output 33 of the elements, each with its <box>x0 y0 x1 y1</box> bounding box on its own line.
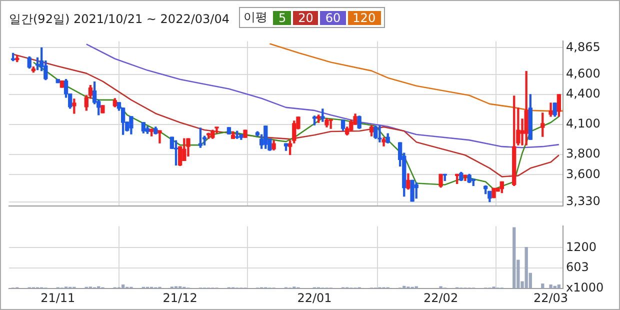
y-tick-label: 3,800 <box>566 146 600 161</box>
y-tick-label: 1200 <box>566 240 597 254</box>
text: 120 <box>348 10 381 24</box>
y-tick-label: 3,330 <box>566 194 600 208</box>
y-tick-label: 4,400 <box>566 86 600 101</box>
y-tick-label: 4,100 <box>566 116 600 131</box>
x-tick-label: 22/01 <box>297 290 332 305</box>
candlestick <box>226 127 232 134</box>
bar <box>549 284 552 288</box>
bar <box>557 284 561 288</box>
chart-title: 일간(92일) 2021/10/21 ~ 2022/03/04 <box>9 11 230 28</box>
y-tick-label: 4,865 <box>566 40 600 54</box>
text: 60 <box>320 10 346 24</box>
candlestick <box>100 105 105 114</box>
x-tick-label: 22/02 <box>423 290 458 305</box>
bar <box>524 247 528 288</box>
text: 20 <box>293 10 318 24</box>
bar <box>402 286 406 288</box>
bar <box>541 283 544 288</box>
bar <box>512 227 516 288</box>
candlestick <box>243 130 248 138</box>
y-tick-label: 3,600 <box>566 166 600 181</box>
y-tick-label: 603 <box>566 260 589 274</box>
y-tick-label: 4,600 <box>566 66 600 80</box>
legend-title: 이평 <box>243 9 268 26</box>
bar <box>121 284 125 288</box>
candlestick <box>492 188 496 198</box>
x-tick-label: 22/03 <box>533 290 568 305</box>
x-tick-label: 21/12 <box>162 290 198 305</box>
x-tick-label: 21/11 <box>40 290 76 305</box>
text: 5 <box>273 10 292 24</box>
y-tick-label: x1000 <box>566 280 604 295</box>
bar <box>553 286 556 288</box>
